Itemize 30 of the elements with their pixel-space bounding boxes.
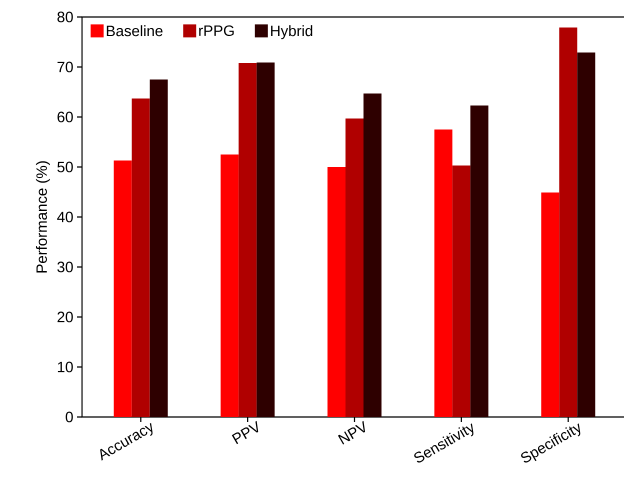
bar [220, 154, 239, 417]
y-tick-label: 80 [57, 12, 73, 22]
y-axis-title: Performance (%) [36, 161, 50, 272]
y-tick-label: 40 [57, 212, 73, 222]
y-tick-label: 30 [57, 262, 73, 272]
bar [150, 79, 168, 417]
bar [256, 62, 275, 417]
bar [452, 165, 470, 417]
y-tick-label: 20 [58, 312, 73, 322]
bar [434, 129, 452, 417]
bar [577, 52, 596, 417]
x-tick-label: PPV [232, 420, 258, 444]
bar [328, 166, 346, 417]
y-tick-label: 70 [58, 62, 73, 72]
bar [541, 192, 560, 417]
bar [238, 62, 257, 417]
bar [114, 160, 132, 417]
y-tick-label: 10 [58, 362, 73, 372]
legend-label: rPPG [199, 25, 234, 36]
y-tick-label: 50 [57, 162, 73, 172]
bar [346, 118, 364, 417]
bar [559, 27, 578, 417]
legend-label: Hybrid [271, 25, 312, 40]
bar [364, 93, 382, 417]
legend-label: Baseline [106, 25, 163, 36]
bar [470, 105, 488, 417]
y-tick-label: 60 [58, 112, 73, 122]
bar [132, 98, 150, 417]
y-tick-label: 0 [66, 412, 73, 422]
x-tick-label: NPV [338, 420, 366, 445]
